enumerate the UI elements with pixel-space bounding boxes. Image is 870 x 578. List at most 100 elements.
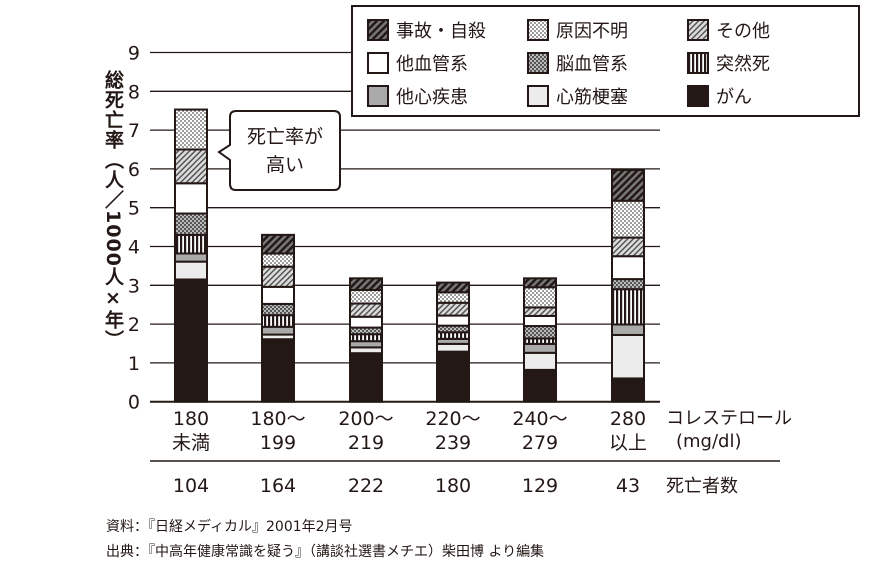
legend-swatch — [687, 19, 709, 41]
death-count: 180 — [435, 475, 471, 497]
callout-bubble — [217, 110, 341, 191]
bar-segment — [436, 301, 470, 317]
legend-swatch — [367, 85, 389, 107]
legend-label: 原因不明 — [556, 21, 628, 42]
legend-label: 心筋梗塞 — [556, 87, 628, 108]
bar-segment — [611, 323, 645, 336]
bar-segment — [174, 260, 208, 281]
bar-segment — [261, 338, 295, 403]
x-tick-label: 199 — [260, 432, 296, 454]
bar-segment — [523, 306, 557, 317]
x-tick-label: 280 — [610, 408, 646, 430]
source-line-2: 出典：『中高年健康常識を疑う』（講談社選書メチエ）柴田博 より編集 — [106, 544, 545, 560]
bar-segment — [174, 212, 208, 236]
y-tick-label: 4 — [128, 237, 140, 259]
x-axis-label: (mg/dl) — [676, 431, 742, 452]
deaths-label: 死亡者数 — [666, 476, 738, 497]
bar-segment — [523, 286, 557, 309]
death-count: 164 — [260, 475, 296, 497]
x-tick-label: 279 — [522, 432, 558, 454]
legend-label: 事故・自殺 — [396, 21, 486, 42]
legend-swatch — [367, 52, 389, 74]
bar-segment — [174, 108, 208, 151]
bar-segment — [436, 350, 470, 403]
legend-swatch — [367, 19, 389, 41]
bar-segment — [523, 325, 557, 340]
legend-swatch — [687, 52, 709, 74]
bar-segment — [261, 252, 295, 268]
bar-segment — [349, 288, 383, 305]
bar-segment — [523, 342, 557, 354]
y-tick-label: 1 — [128, 353, 140, 375]
bar-segment — [261, 314, 295, 328]
bar-segment — [261, 265, 295, 288]
y-tick-label: 3 — [128, 275, 140, 297]
legend-label: その他 — [716, 21, 770, 42]
bar-segment — [349, 352, 383, 403]
y-axis-label: 総死亡率（人／1000人×年） — [102, 70, 124, 350]
legend-label: がん — [716, 87, 752, 108]
bar-segment — [261, 233, 295, 255]
x-tick-label: 240～ — [512, 408, 567, 430]
bar-segment — [611, 236, 645, 258]
y-tick-label: 2 — [128, 314, 140, 336]
x-axis-label: コレステロール — [666, 408, 792, 429]
bar-segment — [523, 277, 557, 289]
callout-text: 高い — [266, 154, 304, 176]
bar-segment — [611, 333, 645, 380]
death-count: 222 — [348, 475, 384, 497]
x-tick-label: 239 — [435, 432, 471, 454]
bar-segment — [436, 291, 470, 304]
y-tick-label: 5 — [128, 198, 140, 220]
death-count: 43 — [616, 475, 640, 497]
bar-segment — [349, 315, 383, 329]
x-tick-label: 200～ — [338, 408, 393, 430]
bar-segment — [523, 368, 557, 403]
legend-label: 他心疾患 — [396, 87, 468, 108]
callout-text: 死亡率が — [247, 126, 323, 148]
death-count: 104 — [173, 475, 209, 497]
x-tick-label: 220～ — [425, 408, 480, 430]
bar-segment — [611, 288, 645, 326]
bar-segment — [174, 278, 208, 403]
legend-swatch — [527, 52, 549, 74]
source-line-1: 資料：『日経メディカル』2001年2月号 — [106, 519, 353, 535]
legend-swatch — [527, 85, 549, 107]
legend-label: 他血管系 — [396, 54, 468, 75]
bar-segment — [611, 278, 645, 291]
x-tick-label: 以上 — [609, 432, 647, 454]
y-tick-label: 7 — [128, 120, 140, 142]
x-tick-label: 180～ — [250, 408, 305, 430]
bar-segment — [174, 252, 208, 263]
bar-segment — [174, 182, 208, 215]
x-tick-label: 未満 — [172, 432, 210, 454]
bar-segment — [611, 199, 645, 239]
bar-segment — [174, 148, 208, 185]
bar-segment — [349, 277, 383, 291]
legend-label: 脳血管系 — [556, 54, 628, 75]
death-count: 129 — [522, 475, 558, 497]
x-tick-label: 180 — [173, 408, 209, 430]
bar-segment — [261, 302, 295, 317]
y-tick-label: 6 — [128, 159, 140, 181]
bar-segment — [349, 302, 383, 318]
legend-swatch — [527, 19, 549, 41]
bar-segment — [436, 342, 470, 353]
x-tick-label: 219 — [348, 432, 384, 454]
bar-segment — [261, 325, 295, 336]
y-tick-label: 8 — [128, 81, 140, 103]
legend-label: 突然死 — [716, 54, 770, 75]
bar-segment — [611, 377, 645, 403]
legend-box — [351, 5, 860, 117]
bar-segment — [261, 285, 295, 305]
bar-segment — [611, 255, 645, 281]
bar-segment — [611, 169, 645, 202]
bar-segment — [523, 314, 557, 328]
bar-segment — [436, 314, 470, 327]
y-tick-label: 0 — [128, 392, 140, 414]
bar-segment — [174, 233, 208, 255]
legend-swatch — [687, 85, 709, 107]
y-tick-label: 9 — [128, 43, 140, 65]
